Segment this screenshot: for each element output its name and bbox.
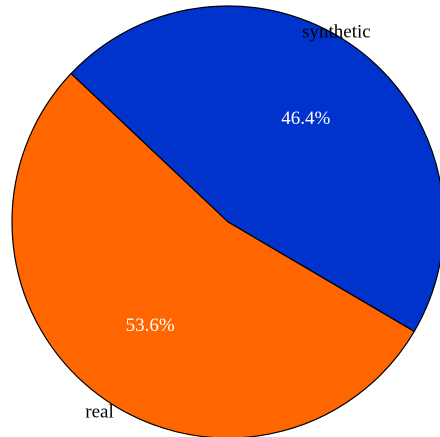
slice-percent-synthetic: 46.4%	[281, 108, 330, 129]
slice-label-synthetic: synthetic	[302, 22, 371, 43]
pie-slice-real	[11, 72, 415, 437]
pie-slices	[11, 5, 440, 437]
slice-label-real: real	[85, 401, 113, 422]
pie-labels: 46.4% synthetic 53.6% real	[85, 22, 370, 423]
slice-percent-real: 53.6%	[126, 315, 175, 336]
pie-slice-synthetic	[70, 5, 440, 333]
